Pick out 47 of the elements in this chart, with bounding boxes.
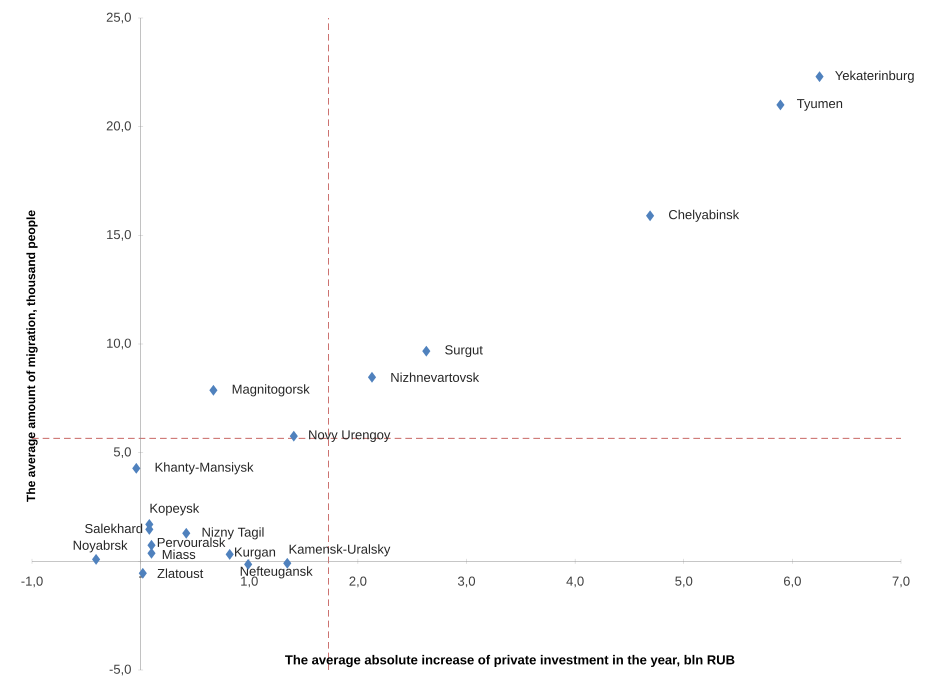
annotation: Kurgan	[235, 548, 276, 560]
annotation: Yekaterinburg	[835, 70, 914, 83]
x-tick-label: 3,0	[458, 576, 476, 588]
y-tick-label: 15,0	[107, 230, 131, 241]
annotation: Chelyabinsk	[669, 210, 740, 222]
point	[138, 568, 147, 579]
annotation: Magnitogorsk	[232, 384, 310, 396]
annotation: Pervouralsk	[158, 537, 226, 548]
y-tick-label: 10,0	[107, 338, 131, 350]
point	[646, 210, 654, 222]
x-axis-title: The average absolute increase of private investment in the year, bln RUB	[285, 654, 734, 668]
point	[776, 100, 784, 110]
y-tick-label: 25,0	[106, 12, 131, 24]
annotation: Kopeysk	[150, 503, 200, 516]
point	[422, 346, 430, 356]
point	[147, 548, 156, 559]
annotation: Nefteugansk	[240, 566, 313, 578]
annotation: Surgut	[445, 345, 483, 358]
y-tick-label: -5,0	[110, 664, 131, 676]
annotation: Tyumen	[796, 99, 842, 111]
y-tick-label: 20,0	[106, 121, 131, 132]
x-tick-label: 5,0	[675, 576, 692, 588]
annotation: Miass	[162, 550, 196, 560]
point	[147, 540, 156, 551]
point	[816, 71, 824, 82]
point	[92, 554, 100, 565]
x-tick-label: 4,0	[566, 576, 584, 588]
point	[132, 463, 140, 474]
annotation: Khanty-Mansiysk	[156, 462, 254, 474]
annotation: Noyabrsk	[74, 540, 128, 552]
point	[290, 430, 298, 442]
y-tick-label: 5,0	[114, 447, 131, 458]
point	[368, 372, 376, 383]
x-tick-label: 7,0	[892, 576, 910, 588]
annotation: Kamensk-Uralsky	[290, 544, 390, 556]
x-tick-label: 1,0	[241, 576, 258, 588]
x-tick-label: -	[139, 576, 142, 578]
x-tick-label: -1,0	[21, 576, 43, 588]
annotation: Nizny Tagil	[202, 527, 264, 540]
annotation: Zlatoust	[157, 568, 204, 578]
y-axis-title: The average amount of migration, thousand people	[26, 210, 38, 502]
point	[209, 385, 218, 396]
x-tick-label: 2,0	[349, 576, 366, 588]
point	[226, 549, 234, 560]
annotation: Salekhard	[85, 524, 142, 534]
x-tick-label: 6,0	[784, 576, 801, 588]
annotation: Nizhnevartovsk	[391, 372, 480, 382]
